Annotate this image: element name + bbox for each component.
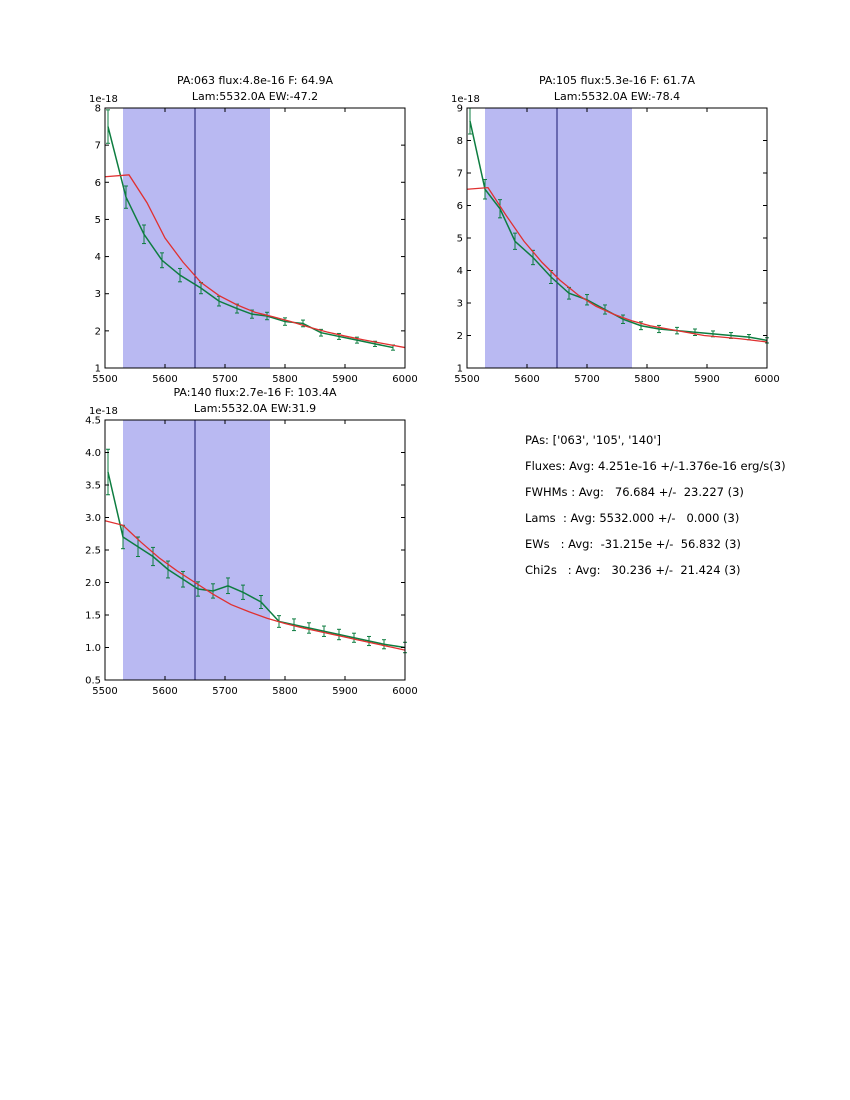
- x-tick-label: 5900: [694, 374, 719, 385]
- y-tick-label: 4: [95, 252, 101, 263]
- fit-window-band: [485, 108, 632, 368]
- y-tick-label: 3: [95, 289, 101, 300]
- x-tick-label: 5600: [514, 374, 539, 385]
- y-tick-label: 5: [95, 215, 101, 226]
- chart-title: PA:105 flux:5.3e-16 F: 61.7A: [539, 74, 695, 87]
- y-tick-label: 3.0: [85, 513, 101, 524]
- y-tick-label: 3: [457, 299, 463, 310]
- y-tick-label: 1.0: [85, 643, 101, 654]
- x-tick-label: 5700: [574, 374, 599, 385]
- chart-subtitle: Lam:5532.0A EW:-47.2: [192, 90, 318, 103]
- y-tick-label: 2: [95, 326, 101, 337]
- summary-line-chi2s: Chi2s : Avg: 30.236 +/- 21.424 (3): [525, 563, 741, 577]
- fit-line: [104, 174, 406, 349]
- chart-pa140: 5500 5600 5700 5800 5900 6000 0.5 1.0 1.5 2.0 2.5 3…: [85, 382, 430, 711]
- y-tick-label: 8: [457, 136, 463, 147]
- x-tick-label: 6000: [392, 374, 417, 385]
- y-tick-label: 2.5: [85, 546, 101, 557]
- chart-pa063: 5500 5600 5700 5800 5900 6000 1 2 3 4 5 6 7 8 PA:063 f…: [85, 70, 430, 399]
- x-tick-label: 5800: [634, 374, 659, 385]
- x-tick-label: 6000: [754, 374, 779, 385]
- x-tick-label: 5700: [212, 686, 237, 697]
- chart-title: PA:140 flux:2.7e-16 F: 103.4A: [174, 386, 337, 399]
- spectrum-plot: 5500 5600 5700 5800 5900 6000 1 2 3 4 5 6 7 8 PA:063 f…: [89, 74, 418, 385]
- x-tick-label: 5500: [454, 374, 479, 385]
- y-tick-label: 8: [95, 104, 101, 115]
- y-tick-label: 6: [95, 178, 101, 189]
- x-tick-label: 5900: [332, 686, 357, 697]
- axes-box: [104, 107, 406, 369]
- summary-line-lams: Lams : Avg: 5532.000 +/- 0.000 (3): [525, 511, 740, 525]
- x-tick-label: 5700: [212, 374, 237, 385]
- summary-line-fluxes: Fluxes: Avg: 4.251e-16 +/-1.376e-16 erg/…: [525, 459, 786, 473]
- summary-line-fwhms: FWHMs : Avg: 76.684 +/- 23.227 (3): [525, 485, 744, 499]
- summary-line-pas: PAs: ['063', '105', '140']: [525, 433, 662, 447]
- y-tick-label: 7: [457, 169, 463, 180]
- y-offset-label: 1e-18: [89, 406, 118, 417]
- fit-window-band: [123, 420, 270, 680]
- fit-window-band: [123, 108, 270, 368]
- chart-subtitle: Lam:5532.0A EW:31.9: [194, 402, 316, 415]
- y-tick-label: 1: [95, 364, 101, 375]
- fit-line: [104, 520, 406, 651]
- chart-title: PA:063 flux:4.8e-16 F: 64.9A: [177, 74, 333, 87]
- x-tick-label: 5800: [272, 686, 297, 697]
- y-tick-label: 4.0: [85, 448, 101, 459]
- chart-subtitle: Lam:5532.0A EW:-78.4: [554, 90, 680, 103]
- spectrum-plot: 5500 5600 5700 5800 5900 6000 0.5 1.0 1.5 2.0 2.5 3…: [85, 386, 418, 697]
- y-tick-label: 1.5: [85, 611, 101, 622]
- y-offset-label: 1e-18: [89, 94, 118, 105]
- y-tick-label: 2: [457, 331, 463, 342]
- y-tick-label: 3.5: [85, 481, 101, 492]
- y-tick-label: 4: [457, 266, 463, 277]
- fit-line: [466, 186, 768, 343]
- y-offset-label: 1e-18: [451, 94, 480, 105]
- y-tick-label: 9: [457, 104, 463, 115]
- data-line: [107, 126, 394, 349]
- y-tick-label: 0.5: [85, 676, 101, 687]
- x-tick-label: 5600: [152, 374, 177, 385]
- spectrum-plot: 5500 5600 5700 5800 5900 6000 1 2 3 4 5 6 7 8 9 PA:105 …: [451, 74, 780, 385]
- x-tick-label: 5800: [272, 374, 297, 385]
- chart-pa105: 5500 5600 5700 5800 5900 6000 1 2 3 4 5 6 7 8 9 PA:105 …: [447, 70, 792, 399]
- summary-text-block: PAs: ['063', '105', '140'] Fluxes: Avg: …: [525, 432, 786, 588]
- x-tick-label: 5900: [332, 374, 357, 385]
- y-tick-label: 1: [457, 364, 463, 375]
- x-tick-label: 5500: [92, 686, 117, 697]
- y-tick-label: 5: [457, 234, 463, 245]
- x-tick-label: 5500: [92, 374, 117, 385]
- y-tick-label: 7: [95, 141, 101, 152]
- x-tick-label: 5600: [152, 686, 177, 697]
- y-tick-label: 6: [457, 201, 463, 212]
- x-tick-label: 6000: [392, 686, 417, 697]
- data-line: [107, 471, 406, 649]
- y-tick-label: 4.5: [85, 416, 101, 427]
- y-tick-label: 2.0: [85, 578, 101, 589]
- summary-line-ews: EWs : Avg: -31.215e +/- 56.832 (3): [525, 537, 741, 551]
